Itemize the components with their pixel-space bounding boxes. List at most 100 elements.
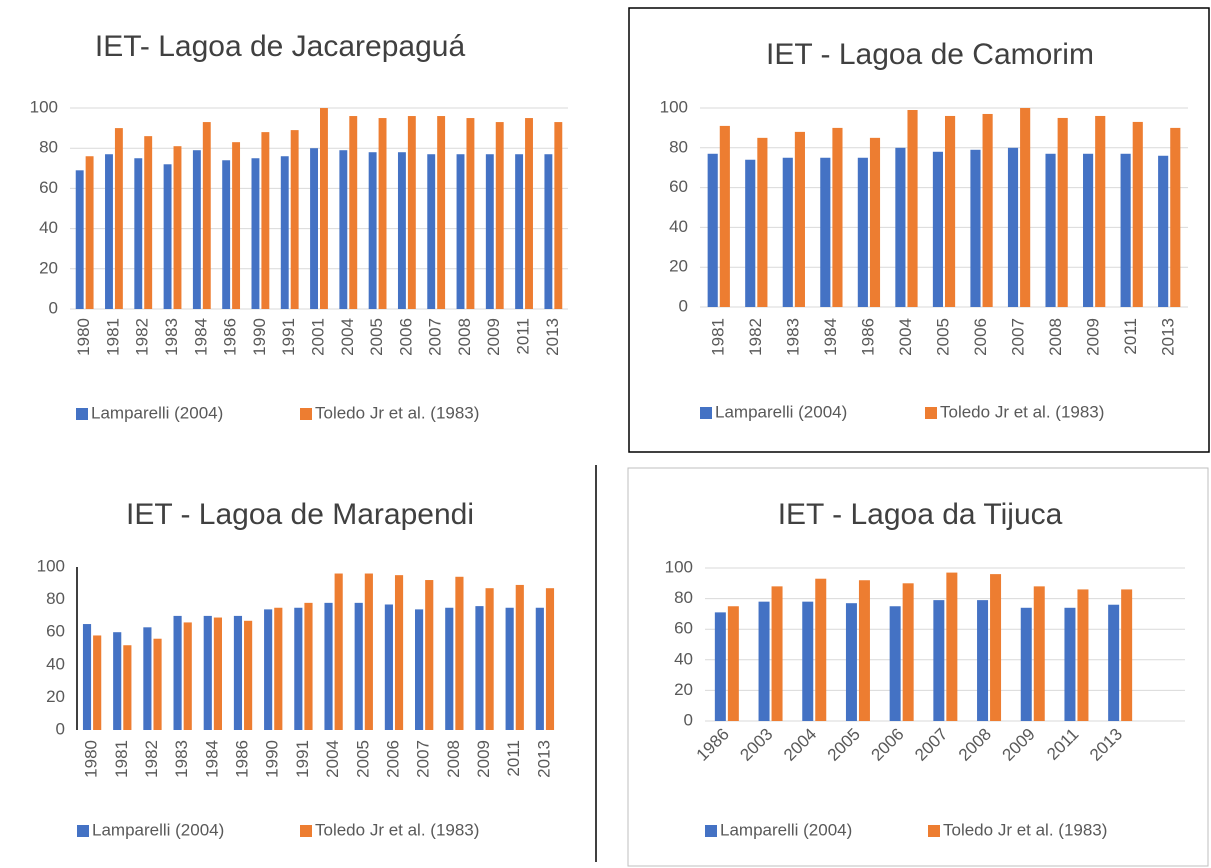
bar bbox=[544, 154, 553, 309]
bar bbox=[782, 157, 793, 307]
bar bbox=[495, 122, 504, 309]
y-tick-label: 0 bbox=[49, 298, 58, 317]
bar bbox=[425, 580, 434, 730]
bar bbox=[290, 130, 299, 309]
x-tick-label: 2006 bbox=[396, 318, 415, 356]
chart-title: IET- Lagoa de Jacarepaguá bbox=[95, 30, 466, 63]
bar bbox=[832, 127, 843, 308]
legend-swatch bbox=[928, 825, 940, 837]
x-tick-label: 2009 bbox=[1084, 318, 1103, 356]
bar bbox=[794, 131, 805, 307]
bar bbox=[1158, 155, 1169, 307]
bar bbox=[173, 146, 182, 309]
bar bbox=[173, 615, 182, 730]
legend-label: Lamparelli (2004) bbox=[720, 820, 852, 839]
legend-swatch bbox=[76, 408, 88, 420]
bar bbox=[294, 607, 303, 730]
legend-swatch bbox=[300, 825, 312, 837]
y-tick-label: 0 bbox=[684, 710, 693, 729]
bar bbox=[134, 158, 143, 309]
x-tick-label: 1991 bbox=[293, 740, 312, 778]
bar bbox=[1170, 127, 1181, 308]
chart-title: IET - Lagoa de Camorim bbox=[766, 38, 1094, 71]
bar bbox=[889, 606, 901, 721]
bar bbox=[261, 132, 270, 309]
panel-border bbox=[627, 467, 1209, 867]
x-tick-label: 2011 bbox=[514, 318, 533, 355]
x-tick-label: 1990 bbox=[250, 318, 269, 356]
bar bbox=[202, 122, 211, 309]
y-tick-label: 100 bbox=[37, 556, 65, 575]
bar bbox=[233, 615, 243, 730]
bar bbox=[1095, 115, 1106, 308]
x-tick-label: 1980 bbox=[74, 318, 93, 356]
x-tick-label: 2011 bbox=[1121, 318, 1140, 355]
bar bbox=[378, 118, 387, 309]
bar bbox=[1064, 607, 1076, 721]
legend-swatch bbox=[77, 825, 89, 837]
x-tick-label: 1982 bbox=[133, 318, 152, 356]
x-tick-label: 2009 bbox=[484, 318, 503, 356]
bar bbox=[368, 152, 377, 309]
bar bbox=[515, 584, 524, 730]
y-tick-label: 100 bbox=[660, 97, 688, 116]
bar bbox=[251, 158, 260, 309]
x-tick-label: 1981 bbox=[112, 740, 131, 778]
bar bbox=[85, 156, 94, 309]
legend-swatch bbox=[300, 408, 312, 420]
bar bbox=[203, 615, 212, 730]
bar bbox=[757, 137, 768, 307]
bar bbox=[1020, 108, 1031, 307]
legend-label: Lamparelli (2004) bbox=[91, 403, 223, 422]
x-tick-label: 1984 bbox=[191, 318, 210, 356]
bar bbox=[384, 604, 393, 730]
bar bbox=[545, 588, 555, 730]
bar bbox=[820, 157, 831, 307]
y-tick-label: 60 bbox=[669, 177, 688, 196]
bar bbox=[456, 154, 465, 309]
bar bbox=[1007, 147, 1019, 307]
y-tick-label: 80 bbox=[39, 138, 58, 157]
bar bbox=[364, 573, 373, 730]
bar bbox=[815, 578, 827, 721]
bar bbox=[354, 602, 363, 730]
bar bbox=[485, 154, 494, 309]
bar bbox=[970, 149, 981, 307]
bar bbox=[758, 601, 770, 721]
y-tick-label: 40 bbox=[669, 217, 688, 236]
bar bbox=[222, 160, 231, 309]
x-tick-label: 2004 bbox=[338, 318, 357, 356]
x-tick-label: 2013 bbox=[1159, 318, 1178, 356]
bar bbox=[153, 638, 162, 730]
y-tick-label: 20 bbox=[669, 257, 688, 276]
bar bbox=[466, 118, 475, 309]
x-tick-label: 2007 bbox=[426, 318, 445, 356]
x-tick-label: 1980 bbox=[82, 740, 101, 778]
x-tick-label: 2005 bbox=[367, 318, 386, 356]
bar bbox=[895, 147, 906, 307]
x-tick-label: 1983 bbox=[783, 318, 802, 356]
panel-border bbox=[628, 7, 1210, 453]
x-tick-label: 2004 bbox=[896, 318, 915, 356]
bar bbox=[535, 607, 544, 730]
y-tick-label: 100 bbox=[30, 97, 58, 116]
legend-swatch bbox=[705, 825, 717, 837]
bar bbox=[525, 118, 533, 309]
y-tick-label: 80 bbox=[674, 588, 693, 607]
y-tick-label: 60 bbox=[39, 178, 58, 197]
x-tick-label: 2005 bbox=[933, 318, 952, 356]
legend-label: Toledo Jr et al. (1983) bbox=[940, 402, 1104, 421]
bar bbox=[163, 164, 172, 309]
x-tick-label: 2007 bbox=[414, 740, 433, 778]
bar bbox=[707, 153, 718, 307]
bar bbox=[437, 116, 446, 309]
legend-label: Toledo Jr et al. (1983) bbox=[315, 820, 479, 839]
x-tick-label: 1986 bbox=[233, 740, 252, 778]
y-tick-label: 100 bbox=[665, 557, 693, 576]
x-tick-label: 1981 bbox=[103, 318, 122, 356]
legend-label: Lamparelli (2004) bbox=[92, 820, 224, 839]
x-tick-label: 2013 bbox=[534, 740, 553, 778]
x-tick-label: 2011 bbox=[504, 740, 523, 777]
